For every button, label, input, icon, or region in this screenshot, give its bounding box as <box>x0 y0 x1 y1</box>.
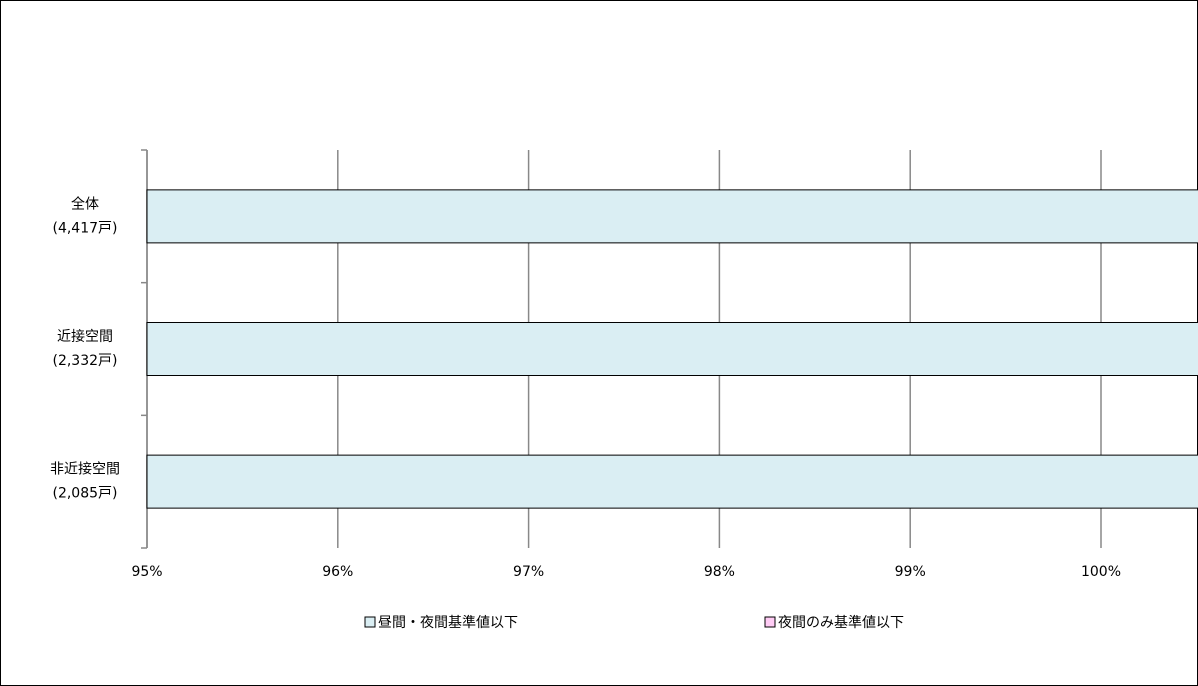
category-label: 全体 <box>71 195 99 212</box>
x-tick-label: 99% <box>895 564 926 580</box>
x-tick-label: 100% <box>1081 564 1121 580</box>
category-label: 非近接空間 <box>50 461 120 478</box>
x-tick-label: 96% <box>322 564 353 580</box>
category-label: 近接空間 <box>57 328 113 345</box>
bar-segment <box>146 322 1198 376</box>
category-total: (2,085戸) <box>52 486 117 502</box>
legend-label: 昼間・夜間基準値以下 <box>378 614 518 631</box>
category-total: (2,332戸) <box>52 353 117 369</box>
x-tick-label: 97% <box>513 564 544 580</box>
bar-segment <box>146 454 1198 509</box>
legend-swatch <box>364 616 376 628</box>
x-tick-label: 98% <box>704 564 735 580</box>
category-total: (4,417戸) <box>52 220 117 236</box>
legend-label: 夜間のみ基準値以下 <box>778 614 904 631</box>
x-tick-label: 95% <box>131 564 162 580</box>
bar-segment <box>146 189 1198 244</box>
legend-swatch <box>764 616 776 628</box>
